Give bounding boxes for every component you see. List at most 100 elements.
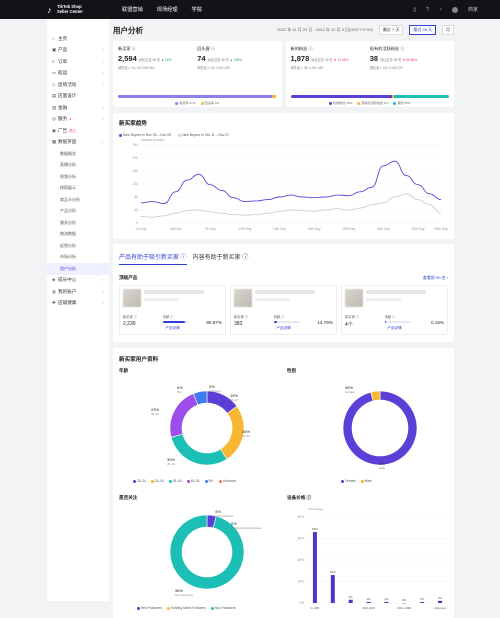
kpi-label: 回头客 ⓘ bbox=[197, 46, 276, 52]
legend-item[interactable]: 55+ bbox=[205, 479, 214, 483]
help-icon[interactable]: ? bbox=[426, 7, 429, 13]
legend-label: Unknown bbox=[223, 479, 236, 483]
series-line[interactable] bbox=[141, 194, 441, 217]
avatar[interactable] bbox=[452, 7, 458, 13]
sidebar-subitem-7[interactable]: 物流数据 bbox=[47, 229, 109, 241]
sidebar-subitem-1[interactable]: 直播分析 bbox=[47, 160, 109, 172]
sidebar-item-3[interactable]: ▭船运› bbox=[47, 68, 109, 80]
month-button[interactable]: 月 bbox=[442, 25, 454, 35]
sidebar-item-5[interactable]: ▤店面设计 bbox=[47, 91, 109, 103]
last-7-days-button[interactable]: 最近 7 天 bbox=[379, 25, 403, 35]
legend-previous[interactable]: New Buyers in Oct 11 – Nov 07 bbox=[178, 133, 229, 137]
product-thumbnail bbox=[123, 289, 141, 307]
sidebar-subitem-4[interactable]: 商品卡分析 bbox=[47, 194, 109, 206]
last-28-days-button[interactable]: 最近 28 天 bbox=[409, 25, 436, 35]
sidebar-subitem-3[interactable]: 按照展示 bbox=[47, 183, 109, 195]
sidebar-subitem-5[interactable]: 产品分析 bbox=[47, 206, 109, 218]
chevron-icon: › bbox=[103, 48, 104, 52]
sidebar-item-2[interactable]: ≡订单› bbox=[47, 56, 109, 68]
legend-item[interactable]: 35–44 bbox=[169, 479, 182, 483]
sidebar-item-6[interactable]: ▥金融› bbox=[47, 102, 109, 114]
bar[interactable] bbox=[349, 600, 353, 603]
sidebar-item-8[interactable]: ◉广告热门 bbox=[47, 125, 109, 137]
user-name[interactable]: 商家 bbox=[468, 6, 478, 13]
legend-item[interactable]: 45–54 bbox=[187, 479, 200, 483]
product-details-link[interactable]: 产品详情 bbox=[342, 326, 447, 331]
sidebar-subitem-9[interactable]: 市场分析 bbox=[47, 252, 109, 264]
tab-content[interactable]: 内容有助于新买家 ⓘ bbox=[193, 252, 249, 265]
bar[interactable] bbox=[367, 602, 371, 603]
chevron-icon: › bbox=[103, 106, 104, 110]
bar[interactable] bbox=[420, 602, 424, 603]
bar[interactable] bbox=[331, 575, 335, 603]
phone-icon[interactable]: ▯ bbox=[413, 7, 416, 13]
sidebar-subitem-2[interactable]: 视频分析 bbox=[47, 171, 109, 183]
kpi-bar-legend: 新买家 97%回头客 3% bbox=[118, 100, 277, 105]
bar[interactable] bbox=[438, 601, 442, 603]
view-top-50-link[interactable]: 查看前 50 名 › bbox=[423, 275, 448, 281]
sidebar-subitem-6[interactable]: 服务分析 bbox=[47, 217, 109, 229]
nav-affiliate[interactable]: 联盟营销 bbox=[122, 6, 143, 13]
tiktok-shop-logo[interactable]: ♪ TikTok Shop Seller Center bbox=[47, 5, 102, 14]
sidebar-item-1[interactable]: ▣产品› bbox=[47, 45, 109, 57]
legend-item[interactable]: New Followers bbox=[137, 606, 162, 610]
slice-label: 26%25–34 bbox=[242, 430, 250, 438]
bar-value-label: 66% bbox=[312, 527, 318, 531]
legend-label: 现有的活跃粉丝 1% bbox=[361, 101, 388, 105]
legend-item[interactable]: Non Followers bbox=[211, 606, 235, 610]
x-tick-label: 16th Day bbox=[307, 227, 321, 231]
nav-academy[interactable]: 学院 bbox=[192, 6, 202, 13]
legend-item[interactable]: 25–34 bbox=[151, 479, 164, 483]
sidebar-item-4[interactable]: ◇促销活动› bbox=[47, 79, 109, 91]
kpi-compare-text: 对比过去 28 天 bbox=[380, 58, 401, 62]
bar[interactable] bbox=[313, 532, 317, 603]
sidebar-bottom-item-1[interactable]: ◍我的账户› bbox=[47, 286, 109, 298]
age-legend: 18–24 25–34 35–44 45–54 55+ Unknown bbox=[133, 479, 236, 483]
date-range-text[interactable]: 2022 年 11 月 29 日 - 2022 年 12 月 5 日(GMT+0… bbox=[277, 27, 373, 33]
sidebar-bottom-item-2[interactable]: ✚店铺健康› bbox=[47, 298, 109, 310]
product-details-link[interactable]: 产品详情 bbox=[120, 326, 225, 331]
bell-icon[interactable]: ◔ bbox=[439, 7, 442, 13]
legend-item[interactable]: Existing Active Followers bbox=[167, 606, 206, 610]
kpi-distribution-bar bbox=[118, 95, 277, 98]
donut-slice[interactable] bbox=[220, 406, 244, 459]
legend-current[interactable]: New Buyers in Nov 09 – Dec 05 bbox=[119, 133, 171, 137]
sidebar-subitem-10[interactable]: 用户分析 bbox=[47, 263, 109, 275]
bar[interactable] bbox=[384, 602, 388, 603]
legend-item[interactable]: Male bbox=[361, 479, 372, 483]
sidebar-subitem-0[interactable]: 数据概览 bbox=[47, 148, 109, 160]
donut-slice[interactable] bbox=[343, 391, 417, 465]
product-details-link[interactable]: 产品详情 bbox=[231, 326, 336, 331]
sidebar-badge: ● bbox=[69, 117, 71, 121]
legend-label: 18–24 bbox=[137, 479, 146, 483]
contribution-bar bbox=[163, 321, 189, 323]
legend-item[interactable]: Female bbox=[341, 479, 356, 483]
sidebar-badge: 热门 bbox=[69, 128, 76, 133]
tab-products[interactable]: 产品有助于吸引新买家 ⓘ bbox=[119, 252, 187, 265]
legend-item[interactable]: 18–24 bbox=[133, 479, 146, 483]
nav-manager[interactable]: 现场经理 bbox=[157, 6, 178, 13]
x-tick-label: 25th Day bbox=[411, 227, 425, 231]
slice-category: New Followers bbox=[215, 514, 233, 518]
sidebar-item-7[interactable]: ◎服务●› bbox=[47, 114, 109, 126]
sidebar-item-9[interactable]: ▦数据罗盘⌄ bbox=[47, 137, 109, 149]
donut-slice[interactable] bbox=[170, 394, 198, 438]
legend-item[interactable]: Unknown bbox=[219, 479, 236, 483]
sidebar-item-0[interactable]: ⌂主页 bbox=[47, 33, 109, 45]
follow-legend: New Followers Existing Active Followers No… bbox=[137, 606, 235, 610]
sidebar-subitem-8[interactable]: 促销分析 bbox=[47, 240, 109, 252]
contribution-value: 0.15% bbox=[431, 320, 444, 325]
sidebar-bottom-item-0[interactable]: ◈成长中心› bbox=[47, 275, 109, 287]
donut-slice[interactable] bbox=[171, 434, 227, 465]
contribution-bar bbox=[274, 321, 300, 323]
product-name-blurred bbox=[366, 290, 426, 294]
legend-item: 新的粉丝 64% bbox=[329, 100, 352, 105]
